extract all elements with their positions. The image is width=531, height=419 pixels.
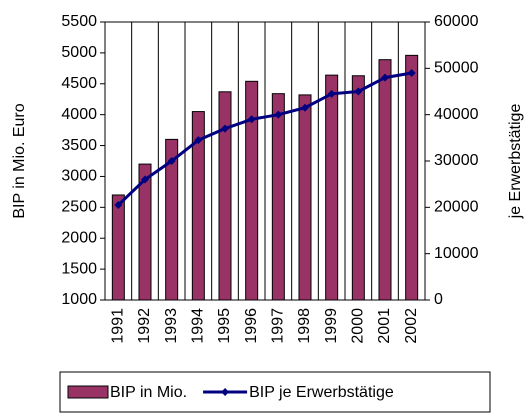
y2-tick-label: 0 [434, 291, 443, 308]
bar [298, 94, 312, 301]
line-marker [221, 124, 229, 133]
legend-label: BIP je Erwerbstätige [249, 384, 394, 401]
bar [271, 93, 285, 301]
line-marker [407, 68, 416, 77]
y2-tick-label: 50000 [434, 60, 479, 77]
x-tick-label: 1998 [296, 308, 313, 344]
legend-swatch [67, 385, 109, 399]
y-tick-label: 4000 [61, 106, 97, 123]
line [117, 71, 412, 207]
legend: BIP in Mio. BIP je Erwerbstätige [59, 371, 491, 413]
bar [325, 74, 339, 301]
y2-tick-label: 40000 [434, 106, 479, 123]
y-tick-label: 2500 [61, 199, 97, 216]
x-tick-label: 1993 [163, 308, 180, 344]
plot-frame [104, 21, 426, 301]
y-tick-label: 4500 [61, 75, 97, 92]
bar [378, 59, 392, 301]
line-marker [167, 157, 176, 165]
y2-tick-label: 20000 [434, 199, 479, 216]
y2-axis-label: je Erwerbstätige [507, 104, 524, 220]
y-tick-label: 3500 [61, 137, 97, 154]
x-tick-label: 2002 [403, 308, 420, 344]
x-tick-label: 1996 [243, 308, 260, 344]
line-marker [114, 201, 123, 210]
bar [245, 80, 259, 301]
line-marker [274, 110, 283, 119]
y2-tick-label: 30000 [434, 152, 479, 169]
y2-tick-label: 60000 [434, 13, 479, 30]
line-marker [141, 175, 149, 184]
line-marker [381, 73, 389, 82]
legend-marker [221, 388, 230, 396]
y-axis-label: BIP in Mio. Euro [11, 103, 28, 218]
bar [218, 91, 232, 301]
x-tick-label: 1991 [110, 308, 127, 344]
y-tick-label: 2000 [61, 229, 97, 246]
legend-box [59, 371, 491, 413]
x-tick-label: 2001 [376, 308, 393, 344]
line-marker [354, 87, 363, 96]
bar [111, 194, 125, 301]
y-tick-label: 5500 [61, 13, 97, 30]
line-marker [327, 89, 336, 98]
x-tick-label: 1995 [216, 308, 233, 344]
x-tick-label: 1994 [190, 308, 207, 344]
y-tick-label: 1000 [61, 291, 97, 308]
x-tick-label: 1999 [323, 308, 340, 344]
y-tick-label: 5000 [61, 44, 97, 61]
bar [351, 75, 365, 301]
legend-label: BIP in Mio. [110, 384, 187, 401]
x-tick-label: 1992 [136, 308, 153, 344]
y2-tick-label: 10000 [434, 245, 479, 262]
x-tick-label: 1997 [270, 308, 287, 344]
line-marker [194, 136, 203, 145]
y-tick-label: 1500 [61, 260, 97, 277]
line-marker [247, 115, 256, 124]
y-tick-label: 3000 [61, 168, 97, 185]
bar [405, 54, 419, 301]
x-tick-label: 2000 [350, 308, 367, 344]
line-marker [301, 103, 309, 112]
